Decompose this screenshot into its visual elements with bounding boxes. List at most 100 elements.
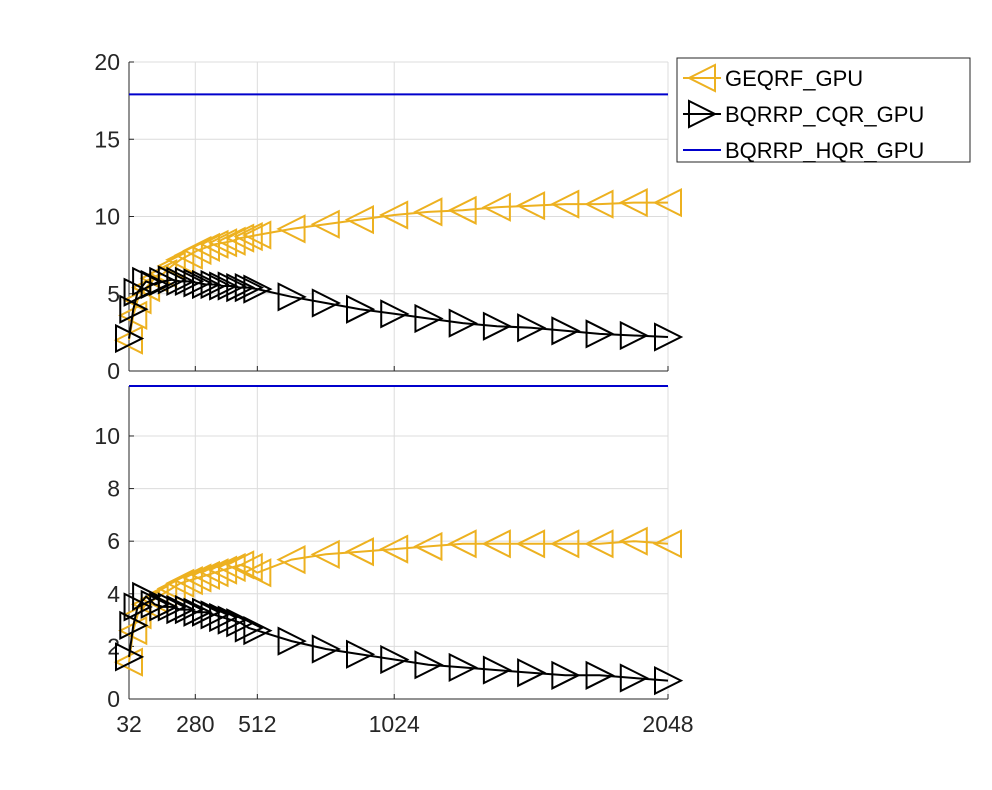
legend: GEQRF_GPU BQRRP_CQR_GPU BQRRP_HQR_GPU <box>676 57 971 163</box>
data-point <box>654 322 684 352</box>
data-point <box>344 537 374 567</box>
data-point <box>217 605 247 635</box>
legend-swatch-marker <box>686 63 716 93</box>
data-point <box>200 600 230 630</box>
data-point <box>132 266 162 297</box>
data-point <box>311 288 342 318</box>
series-group <box>113 93 684 355</box>
data-point <box>482 311 513 341</box>
data-point <box>380 644 410 675</box>
data-point <box>277 282 307 312</box>
data-point <box>413 531 443 562</box>
data-point <box>115 642 145 672</box>
data-point <box>344 204 374 235</box>
data-point <box>157 592 188 622</box>
data-point <box>585 660 615 690</box>
y-tick-label: 15 <box>94 126 120 152</box>
data-point <box>346 639 376 669</box>
data-point <box>224 550 255 580</box>
data-point <box>346 294 376 324</box>
data-point <box>140 269 170 300</box>
y-tick-label: 8 <box>107 476 120 502</box>
y-tick-label: 4 <box>107 581 120 607</box>
y-tick-label: 2 <box>107 633 120 659</box>
data-point <box>140 589 170 619</box>
legend-entry: GEQRF_GPU <box>683 63 863 93</box>
data-point <box>380 299 410 329</box>
data-point <box>233 221 263 252</box>
data-point <box>123 592 153 622</box>
data-point <box>481 192 511 222</box>
legend-label: BQRRP_HQR_GPU <box>725 138 924 163</box>
legend-entry: BQRRP_CQR_GPU <box>683 99 924 129</box>
data-point <box>618 187 648 218</box>
data-point <box>311 634 342 664</box>
data-point <box>619 320 650 351</box>
data-point <box>226 272 256 303</box>
data-point <box>378 200 409 230</box>
data-point <box>515 191 546 221</box>
data-point <box>234 613 265 643</box>
chart-panel-1: 0 5 10 15 20 <box>94 49 684 384</box>
data-point <box>652 187 682 218</box>
data-point <box>209 602 239 633</box>
data-point <box>481 529 511 559</box>
x-tick-label: 280 <box>176 711 214 737</box>
data-point <box>310 209 340 239</box>
legend-swatch-marker <box>688 99 718 129</box>
data-point <box>132 581 162 612</box>
chart-panel-2: 0 2 4 6 8 10 32 280 512 1024 2048 <box>94 385 694 737</box>
y-tick-label: 10 <box>94 204 120 230</box>
data-point <box>654 665 684 696</box>
data-point <box>310 539 340 569</box>
legend-entry: BQRRP_HQR_GPU <box>683 138 924 163</box>
data-point <box>550 189 580 219</box>
data-point <box>174 594 205 625</box>
data-point <box>447 195 477 225</box>
data-point <box>217 271 247 301</box>
data-point <box>448 652 478 683</box>
data-point <box>652 529 682 559</box>
data-point <box>199 229 229 259</box>
data-point <box>157 265 188 295</box>
y-tick-label: 6 <box>107 528 120 554</box>
data-point <box>447 529 477 559</box>
data-point <box>550 529 580 559</box>
y-tick-label: 0 <box>107 358 120 384</box>
y-tick-label: 10 <box>94 423 120 449</box>
data-point <box>149 266 179 297</box>
data-point <box>234 272 265 303</box>
data-point <box>414 303 444 334</box>
x-tick-label: 2048 <box>642 711 693 737</box>
data-point <box>166 266 196 297</box>
x-tick-label: 32 <box>116 711 142 737</box>
data-point <box>149 592 179 622</box>
data-point <box>242 558 272 588</box>
data-point <box>584 529 614 559</box>
data-point <box>183 268 213 298</box>
data-point <box>276 214 306 244</box>
data-point <box>276 544 306 575</box>
data-point <box>192 597 222 627</box>
data-point <box>224 223 255 253</box>
data-point <box>551 316 581 346</box>
data-point <box>174 266 205 297</box>
data-point <box>192 269 222 300</box>
data-point <box>517 313 547 343</box>
data-point <box>123 277 153 307</box>
data-point <box>277 626 307 656</box>
data-point <box>448 308 478 338</box>
y-tick-label: 5 <box>107 281 120 307</box>
data-point <box>119 294 149 324</box>
data-point <box>517 658 547 688</box>
series-group <box>113 385 684 696</box>
data-point <box>551 660 581 690</box>
data-point <box>515 529 546 559</box>
data-point <box>619 663 650 693</box>
data-point <box>243 615 273 646</box>
data-point <box>209 271 239 301</box>
data-point <box>166 594 196 625</box>
data-point <box>482 655 513 685</box>
x-tick-label: 1024 <box>369 711 420 737</box>
